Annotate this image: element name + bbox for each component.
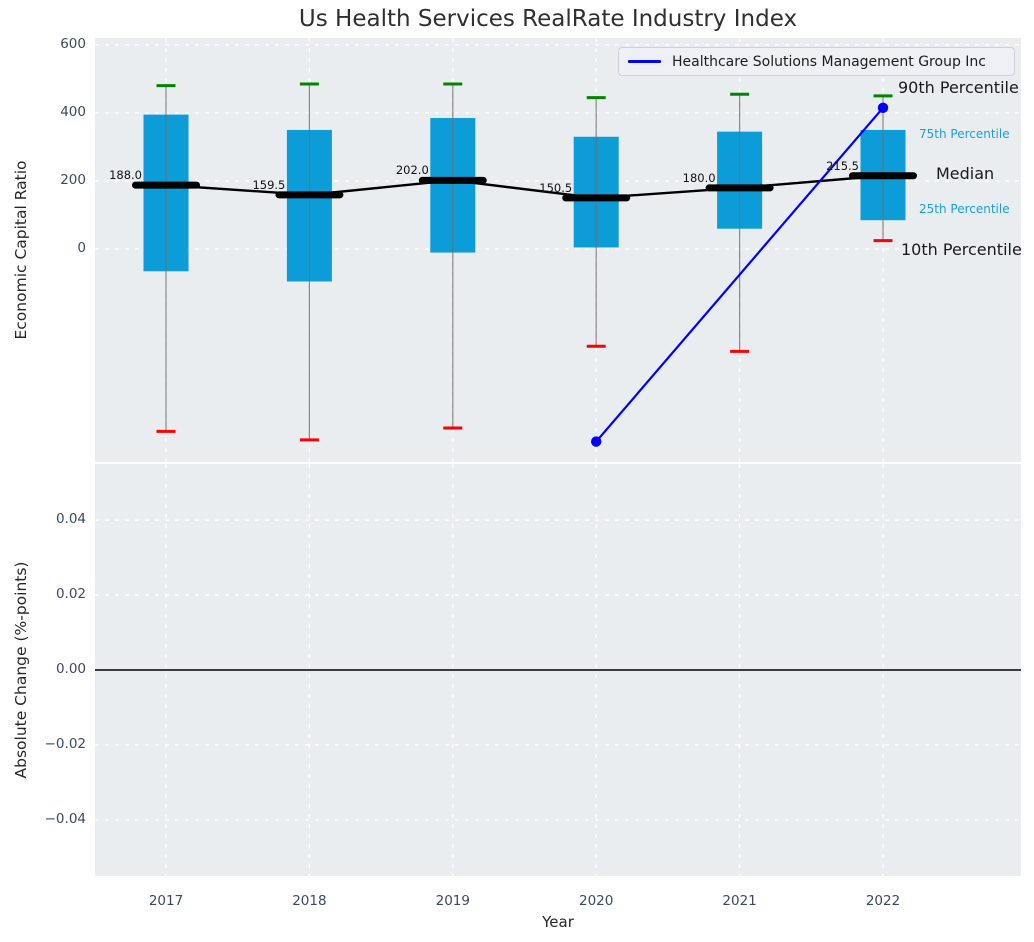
xtick-label: 2019 <box>435 893 470 909</box>
ytick-label: 0.00 <box>55 661 86 677</box>
xtick-label: 2017 <box>148 893 184 909</box>
median-value-label-2021: 180.0 <box>682 170 716 185</box>
legend: Healthcare Solutions Management Group In… <box>618 47 1015 76</box>
ytick-label: −0.04 <box>44 810 86 827</box>
ytick-label: 200 <box>60 172 86 189</box>
annotation-25th-percentile: 25th Percentile <box>919 202 1010 217</box>
ytick-label: 600 <box>60 35 86 52</box>
annotation-10th-percentile: 10th Percentile <box>901 239 1022 259</box>
xtick-label: 2021 <box>722 893 757 909</box>
median-value-label-2019: 202.0 <box>395 163 429 178</box>
median-value-label-2020: 150.5 <box>539 180 573 195</box>
median-value-label-2022: 215.5 <box>826 158 859 173</box>
ytick-label: −0.02 <box>44 735 86 752</box>
annotation-90th-percentile: 90th Percentile <box>898 77 1019 97</box>
legend-series-label: Healthcare Solutions Management Group In… <box>672 53 986 70</box>
legend-line-icon <box>628 60 661 63</box>
xtick-label: 2018 <box>292 893 327 909</box>
ytick-label: 0 <box>77 240 86 257</box>
top-plot-area <box>95 38 1021 462</box>
median-value-label-2017: 188.0 <box>109 168 142 183</box>
annotation-75th-percentile: 75th Percentile <box>919 126 1010 141</box>
ytick-label: 0.04 <box>55 511 86 528</box>
xtick-label: 2020 <box>579 893 614 909</box>
annotation-median: Median <box>936 163 995 183</box>
ytick-label: 400 <box>60 103 86 120</box>
xtick-label: 2022 <box>865 893 901 909</box>
bottom-plot-area <box>95 464 1021 876</box>
ytick-label: 0.02 <box>55 586 86 603</box>
x-axis-label: Year <box>542 913 574 931</box>
chart-title: Us Health Services RealRate Industry Ind… <box>298 6 798 32</box>
median-value-label-2018: 159.5 <box>252 177 286 192</box>
